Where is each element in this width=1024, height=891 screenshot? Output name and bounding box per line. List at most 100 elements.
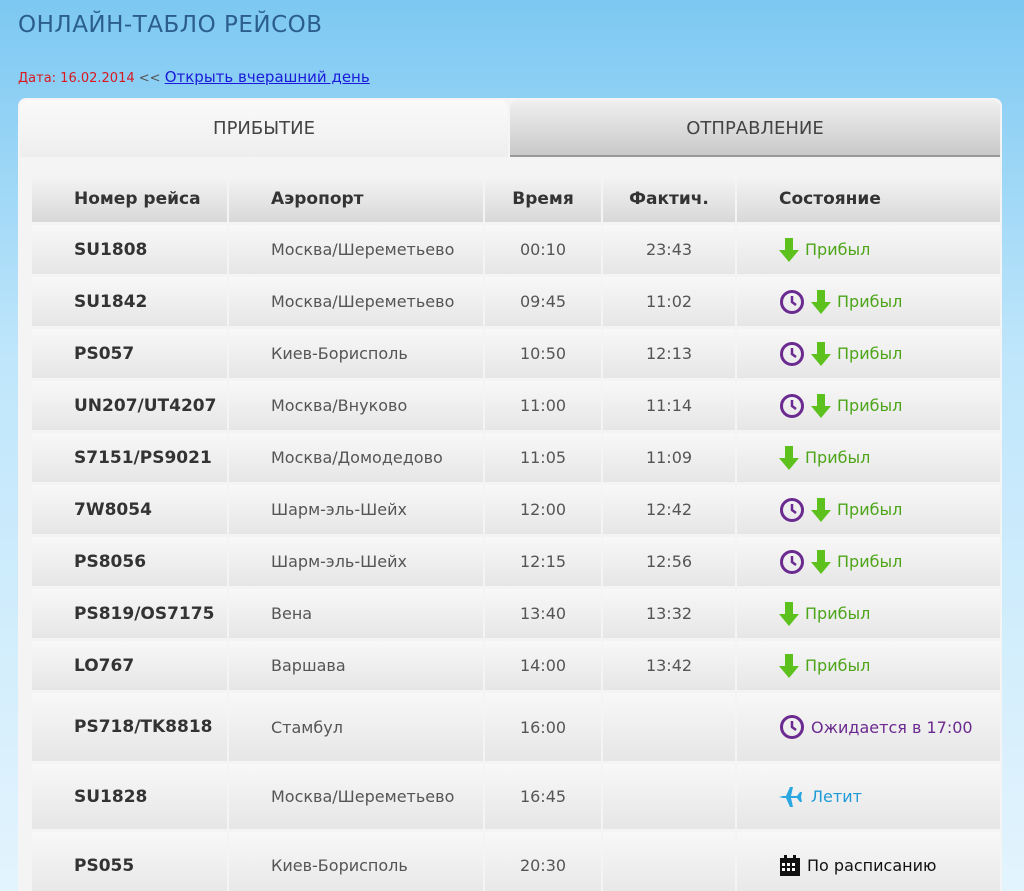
arrival-icon bbox=[811, 497, 831, 522]
actual-cell-text: 11:14 bbox=[645, 396, 693, 415]
time-cell-text: 20:30 bbox=[519, 856, 567, 875]
time-cell-text: 09:45 bbox=[519, 292, 567, 311]
date: Дата: 16.02.2014 bbox=[18, 71, 135, 86]
airport-cell: Москва/Домодедово bbox=[229, 433, 483, 482]
flight-cell: SU1828 bbox=[32, 764, 227, 829]
actual-cell: 23:43 bbox=[603, 225, 735, 274]
clock-icon bbox=[779, 289, 805, 315]
status-cell: Прибыл bbox=[737, 485, 1000, 534]
time-cell: 09:45 bbox=[485, 277, 601, 326]
column-header-text: Аэропорт bbox=[271, 188, 364, 209]
airport-cell-text: Москва/Внуково bbox=[271, 396, 408, 415]
airport-cell: Москва/Шереметьево bbox=[229, 764, 483, 829]
flight-cell-text: PS819/OS7175 bbox=[74, 603, 215, 624]
clock-icon bbox=[779, 549, 805, 575]
status-text: Прибыл bbox=[837, 500, 903, 519]
actual-cell-text: 13:42 bbox=[645, 656, 693, 675]
airport-cell: Киев-Борисполь bbox=[229, 832, 483, 891]
airport-cell: Шарм-эль-Шейх bbox=[229, 485, 483, 534]
flight-cell-text: SU1842 bbox=[74, 291, 148, 312]
flight-cell-text: 7W8054 bbox=[74, 499, 152, 520]
actual-cell-text: 23:43 bbox=[645, 240, 693, 259]
status-cell: По расписанию bbox=[737, 832, 1000, 891]
flight-cell: PS055 bbox=[32, 832, 227, 891]
arrival-icon bbox=[779, 601, 799, 626]
tab-departures[interactable]: ОТПРАВЛЕНИЕ bbox=[510, 100, 1000, 157]
flight-cell-text: PS8056 bbox=[74, 551, 147, 572]
flight-cell: PS819/OS7175 bbox=[32, 589, 227, 638]
flight-cell: PS057 bbox=[32, 329, 227, 378]
actual-cell: 12:56 bbox=[603, 537, 735, 586]
status-text: Летит bbox=[811, 787, 862, 806]
time-cell-text: 11:00 bbox=[519, 396, 567, 415]
actual-cell-text: 12:42 bbox=[645, 500, 693, 519]
flight-cell-text: PS055 bbox=[74, 855, 135, 876]
time-cell: 14:00 bbox=[485, 641, 601, 690]
actual-cell: 11:14 bbox=[603, 381, 735, 430]
airport-cell: Шарм-эль-Шейх bbox=[229, 537, 483, 586]
actual-cell-text: 11:09 bbox=[645, 448, 693, 467]
separator: << bbox=[138, 71, 161, 86]
time-cell-text: 00:10 bbox=[519, 240, 567, 259]
time-cell: 11:05 bbox=[485, 433, 601, 482]
airport-cell: Варшава bbox=[229, 641, 483, 690]
airport-cell-text: Киев-Борисполь bbox=[271, 344, 408, 363]
airport-cell: Вена bbox=[229, 589, 483, 638]
clock-icon bbox=[779, 341, 805, 367]
airport-cell-text: Москва/Шереметьево bbox=[271, 240, 455, 259]
column-header: Время bbox=[485, 175, 601, 222]
time-cell: 10:50 bbox=[485, 329, 601, 378]
status-cell: Прибыл bbox=[737, 329, 1000, 378]
column-header-text: Состояние bbox=[779, 188, 881, 209]
column-header: Аэропорт bbox=[229, 175, 483, 222]
airport-cell-text: Москва/Шереметьево bbox=[271, 787, 455, 806]
column-header-text: Фактич. bbox=[629, 188, 709, 209]
flight-cell: PS718/TK8818 bbox=[32, 693, 227, 761]
flight-cell-text: SU1808 bbox=[74, 239, 148, 260]
arrival-icon bbox=[811, 289, 831, 314]
time-cell: 11:00 bbox=[485, 381, 601, 430]
column-header-text: Номер рейса bbox=[74, 188, 201, 209]
airport-cell: Москва/Шереметьево bbox=[229, 277, 483, 326]
status-cell: Прибыл bbox=[737, 225, 1000, 274]
time-cell: 13:40 bbox=[485, 589, 601, 638]
airport-cell-text: Шарм-эль-Шейх bbox=[271, 552, 407, 571]
flight-cell: SU1808 bbox=[32, 225, 227, 274]
time-cell-text: 10:50 bbox=[519, 344, 567, 363]
flight-cell: 7W8054 bbox=[32, 485, 227, 534]
date-line: Дата: 16.02.2014 << Открыть вчерашний де… bbox=[18, 68, 370, 86]
airport-cell: Москва/Шереметьево bbox=[229, 225, 483, 274]
flight-cell: LO767 bbox=[32, 641, 227, 690]
status-text: Прибыл bbox=[805, 656, 871, 675]
arrival-icon bbox=[779, 445, 799, 470]
tab-arrivals[interactable]: ПРИБЫТИЕ bbox=[20, 100, 508, 157]
time-cell: 16:45 bbox=[485, 764, 601, 829]
airport-cell-text: Шарм-эль-Шейх bbox=[271, 500, 407, 519]
time-cell-text: 12:15 bbox=[519, 552, 567, 571]
airport-cell-text: Киев-Борисполь bbox=[271, 856, 408, 875]
flight-cell: S7151/PS9021 bbox=[32, 433, 227, 482]
arrival-icon bbox=[779, 653, 799, 678]
flight-cell-text: PS057 bbox=[74, 343, 135, 364]
actual-cell: 13:32 bbox=[603, 589, 735, 638]
actual-cell bbox=[603, 693, 735, 761]
flight-cell-text: PS718/TK8818 bbox=[74, 717, 213, 737]
arrival-icon bbox=[811, 549, 831, 574]
status-cell: Прибыл bbox=[737, 277, 1000, 326]
status-text: По расписанию bbox=[807, 856, 937, 875]
status-text: Прибыл bbox=[837, 344, 903, 363]
status-cell: Прибыл bbox=[737, 537, 1000, 586]
actual-cell: 11:02 bbox=[603, 277, 735, 326]
actual-cell: 11:09 bbox=[603, 433, 735, 482]
time-cell-text: 12:00 bbox=[519, 500, 567, 519]
time-cell-text: 14:00 bbox=[519, 656, 567, 675]
airport-cell-text: Варшава bbox=[271, 656, 346, 675]
airport-cell-text: Москва/Домодедово bbox=[271, 448, 443, 467]
airport-cell-text: Стамбул bbox=[271, 717, 343, 737]
status-text: Прибыл bbox=[805, 240, 871, 259]
yesterday-link[interactable]: Открыть вчерашний день bbox=[164, 68, 370, 86]
column-header: Фактич. bbox=[603, 175, 735, 222]
column-header: Номер рейса bbox=[32, 175, 227, 222]
airport-cell-text: Вена bbox=[271, 604, 313, 623]
